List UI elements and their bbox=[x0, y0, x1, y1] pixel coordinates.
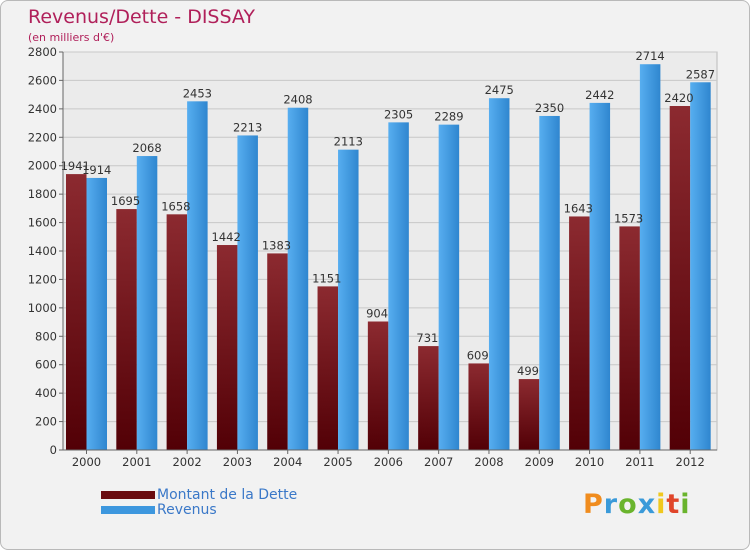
data-label: 2587 bbox=[686, 67, 715, 81]
x-tick-label: 2005 bbox=[323, 455, 352, 469]
legend: Montant de la Dette Revenus bbox=[101, 486, 298, 518]
y-tick-label: 800 bbox=[35, 329, 57, 343]
legend-swatch-revenue bbox=[101, 505, 155, 514]
bar-revenue bbox=[388, 122, 409, 450]
data-label: 1151 bbox=[312, 271, 341, 285]
y-tick-label: 1800 bbox=[28, 187, 57, 201]
data-label: 2453 bbox=[183, 86, 212, 100]
y-tick-label: 400 bbox=[35, 386, 57, 400]
y-tick-label: 1000 bbox=[28, 301, 57, 315]
data-label: 609 bbox=[467, 348, 489, 362]
data-label: 1643 bbox=[564, 201, 593, 215]
y-tick-label: 2600 bbox=[28, 73, 57, 87]
data-label: 2408 bbox=[283, 93, 312, 107]
y-tick-label: 2200 bbox=[28, 130, 57, 144]
data-label: 2420 bbox=[664, 91, 693, 105]
bar-revenue bbox=[338, 149, 359, 450]
data-label: 1383 bbox=[262, 238, 291, 252]
bar-debt bbox=[216, 245, 238, 450]
data-label: 2475 bbox=[485, 83, 514, 97]
bar-revenue bbox=[136, 156, 158, 450]
data-label: 2068 bbox=[132, 141, 161, 155]
chart-title: Revenus/Dette - DISSAY bbox=[28, 6, 256, 28]
x-tick-label: 2008 bbox=[474, 455, 503, 469]
bar-revenue bbox=[639, 64, 661, 450]
y-tick-label: 2400 bbox=[28, 102, 57, 116]
data-label: 1658 bbox=[161, 199, 190, 213]
data-label: 2714 bbox=[635, 49, 664, 63]
x-tick-label: 2010 bbox=[575, 455, 604, 469]
data-label: 2213 bbox=[233, 120, 262, 134]
y-tick-label: 1600 bbox=[28, 216, 57, 230]
y-tick-label: 1200 bbox=[28, 272, 57, 286]
data-label: 2289 bbox=[434, 110, 463, 124]
bar-debt bbox=[116, 209, 137, 450]
data-label: 1941 bbox=[61, 159, 90, 173]
x-tick-label: 2001 bbox=[122, 455, 151, 469]
data-label: 2305 bbox=[384, 107, 413, 121]
legend-item-revenue: Revenus bbox=[101, 501, 297, 518]
logo-letter: P bbox=[583, 489, 604, 520]
x-tick-label: 2007 bbox=[424, 455, 453, 469]
logo-letter: t bbox=[666, 489, 681, 520]
bar-revenue bbox=[539, 115, 560, 450]
bar-debt bbox=[518, 379, 540, 450]
data-label: 2113 bbox=[334, 135, 363, 149]
bar-debt bbox=[569, 216, 590, 450]
logo-letter: r bbox=[603, 489, 619, 520]
x-tick-label: 2003 bbox=[223, 455, 252, 469]
x-tick-label: 2004 bbox=[273, 455, 302, 469]
data-label: 1695 bbox=[111, 194, 140, 208]
data-label: 731 bbox=[416, 331, 438, 345]
y-tick-label: 600 bbox=[35, 358, 57, 372]
legend-label-revenue: Revenus bbox=[157, 501, 217, 518]
bar-debt bbox=[619, 226, 640, 450]
bar-revenue bbox=[237, 135, 258, 450]
data-label: 1573 bbox=[614, 211, 643, 225]
bar-debt bbox=[418, 346, 439, 450]
bar-revenue bbox=[589, 102, 611, 450]
data-label: 904 bbox=[366, 307, 388, 321]
bar-revenue bbox=[690, 82, 711, 450]
data-label: 2350 bbox=[535, 101, 564, 115]
legend-label-debt: Montant de la Dette bbox=[157, 486, 298, 503]
x-tick-label: 2006 bbox=[374, 455, 403, 469]
x-tick-label: 2012 bbox=[676, 455, 705, 469]
bar-debt bbox=[66, 174, 87, 450]
logo-letter: i bbox=[680, 489, 691, 520]
x-tick-label: 2002 bbox=[172, 455, 201, 469]
x-tick-label: 2000 bbox=[72, 455, 101, 469]
logo-letter: i bbox=[656, 489, 667, 520]
data-label: 1442 bbox=[212, 230, 241, 244]
bar-debt bbox=[669, 106, 691, 450]
bar-revenue bbox=[488, 98, 510, 451]
data-label: 2442 bbox=[585, 88, 614, 102]
y-tick-label: 2800 bbox=[28, 45, 57, 59]
x-tick-label: 2011 bbox=[625, 455, 654, 469]
y-tick-label: 2000 bbox=[28, 159, 57, 173]
bar-debt bbox=[367, 321, 389, 450]
logo-letter: o bbox=[618, 489, 638, 520]
x-tick-label: 2009 bbox=[525, 455, 554, 469]
data-label: 499 bbox=[517, 364, 539, 378]
bar-debt bbox=[267, 253, 288, 450]
legend-swatch-debt bbox=[101, 490, 155, 499]
legend-item-debt: Montant de la Dette bbox=[101, 486, 298, 503]
bar-debt bbox=[166, 214, 188, 450]
bar-revenue bbox=[287, 107, 309, 450]
logo-letter: x bbox=[637, 489, 657, 520]
bar-debt bbox=[468, 363, 489, 450]
chart-subtitle: (en milliers d'€) bbox=[28, 31, 115, 44]
bar-revenue bbox=[187, 101, 208, 450]
bar-revenue bbox=[438, 124, 460, 450]
proxiti-logo: Proxiti bbox=[583, 489, 691, 520]
y-tick-label: 0 bbox=[50, 443, 57, 457]
bar-revenue bbox=[86, 177, 107, 450]
bar-debt bbox=[317, 286, 339, 450]
data-label: 1914 bbox=[82, 163, 111, 177]
y-tick-label: 1400 bbox=[28, 244, 57, 258]
y-tick-label: 200 bbox=[35, 415, 57, 429]
